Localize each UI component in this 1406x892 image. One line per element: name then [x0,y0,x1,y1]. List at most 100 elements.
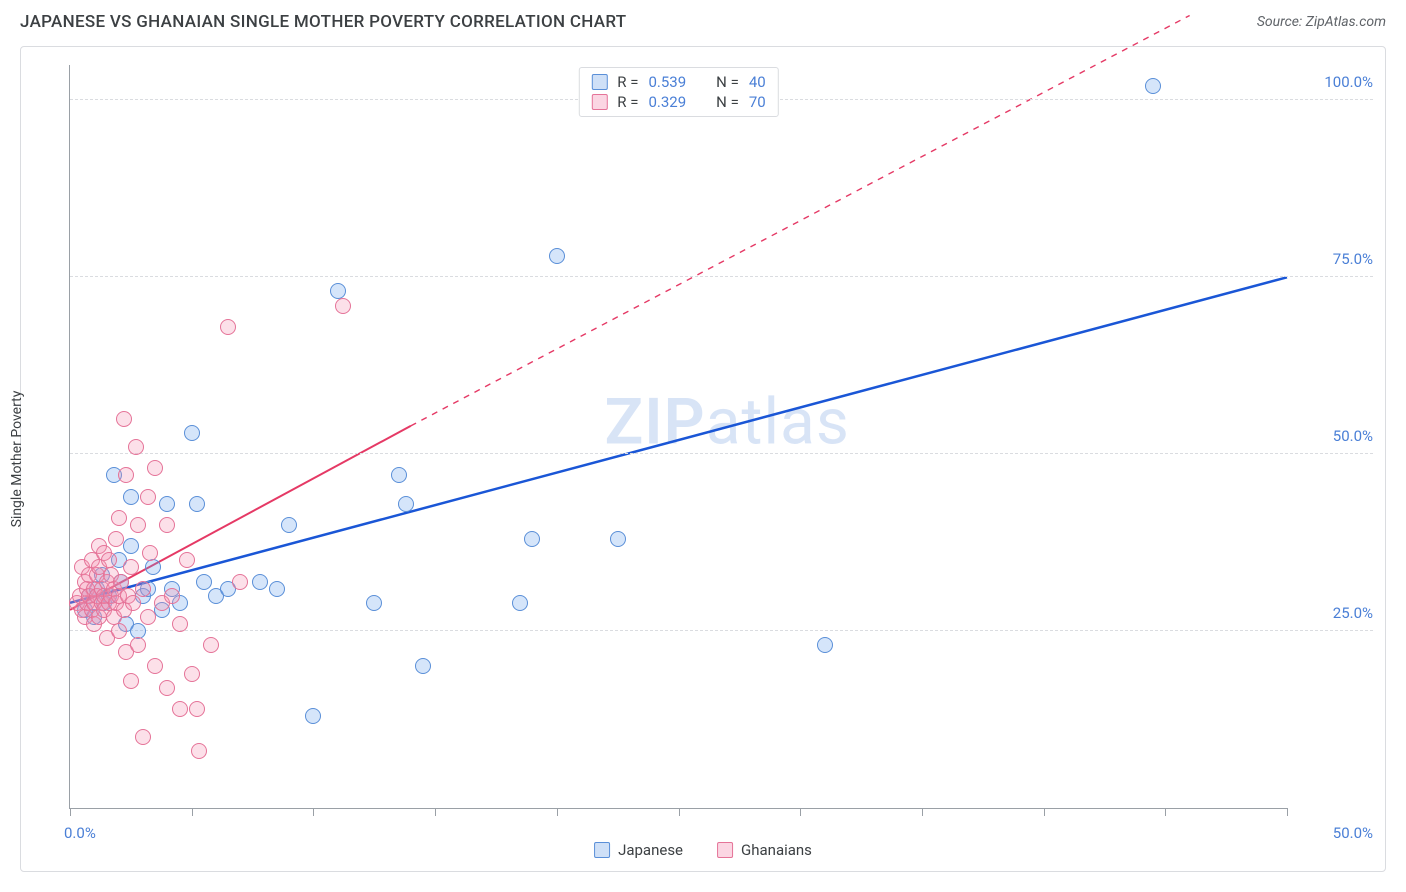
data-point [189,496,205,512]
data-point [184,425,200,441]
data-point [145,559,161,575]
legend-label: Ghanaians [741,841,812,859]
legend-n-value: 40 [749,73,766,91]
series-legend: Japanese Ghanaians [594,841,812,859]
data-point [549,248,565,264]
data-point [130,637,146,653]
data-point [415,658,431,674]
data-point [1145,78,1161,94]
data-point [116,411,132,427]
legend-swatch [591,74,607,90]
legend-swatch [717,842,733,858]
data-point [123,538,139,554]
data-point [130,517,146,533]
x-tick [922,808,923,816]
data-point [189,701,205,717]
source-credit: Source: ZipAtlas.com [1257,14,1386,30]
data-point [147,460,163,476]
data-point [817,637,833,653]
data-point [159,496,175,512]
y-tick-label: 100.0% [1293,73,1373,91]
y-axis-label: Single Mother Poverty [9,391,25,528]
data-point [281,517,297,533]
data-point [512,595,528,611]
data-point [140,609,156,625]
plot-area: ZIPatlas R =0.539N =40R =0.329N =70 25.0… [69,65,1287,809]
legend-r-value: 0.329 [648,93,686,111]
data-point [391,467,407,483]
data-point [172,616,188,632]
watermark-bold: ZIP [605,384,706,459]
data-point [128,439,144,455]
data-point [142,545,158,561]
x-tick [313,808,314,816]
data-point [305,708,321,724]
legend-n-value: 70 [749,93,766,111]
data-point [159,517,175,533]
x-tick [679,808,680,816]
legend-r-value: 0.539 [648,73,686,91]
data-point [232,574,248,590]
x-tick [1044,808,1045,816]
data-point [269,581,285,597]
data-point [524,531,540,547]
correlation-legend: R = 0.539 N = 40 R = 0.329 N = 70 [578,67,778,117]
legend-label: Japanese [618,841,683,859]
data-point [191,743,207,759]
gridline [70,630,1373,631]
trend-lines [70,65,1287,808]
data-point [164,588,180,604]
y-tick-label: 25.0% [1293,604,1373,622]
x-tick [70,808,71,816]
x-tick [557,808,558,816]
legend-correlation-row: R = 0.539 N = 40 [591,72,765,92]
x-tick [1165,808,1166,816]
data-point [111,510,127,526]
data-point [118,467,134,483]
data-point [140,489,156,505]
data-point [135,729,151,745]
legend-item: Japanese [594,841,683,859]
legend-item: Ghanaians [717,841,812,859]
data-point [366,595,382,611]
trend-line-extrapolated [411,15,1190,425]
chart-title: JAPANESE VS GHANAIAN SINGLE MOTHER POVER… [20,12,626,32]
data-point [108,531,124,547]
gridline [70,453,1373,454]
data-point [179,552,195,568]
data-point [147,658,163,674]
watermark: ZIPatlas [605,384,850,459]
data-point [398,496,414,512]
data-point [335,298,351,314]
x-tick [800,808,801,816]
data-point [111,623,127,639]
gridline [70,276,1373,277]
data-point [172,701,188,717]
trend-line [70,277,1287,603]
legend-swatch [594,842,610,858]
x-tick [1287,808,1288,816]
data-point [252,574,268,590]
legend-swatch [591,94,607,110]
legend-r-label: R = [617,93,638,111]
x-tick-label: 0.0% [64,824,96,842]
data-point [125,595,141,611]
x-tick [435,808,436,816]
data-point [123,559,139,575]
legend-n-label: N = [716,73,739,91]
data-point [196,574,212,590]
legend-r-label: R = [617,73,638,91]
data-point [123,673,139,689]
watermark-rest: atlas [706,384,850,459]
data-point [184,666,200,682]
legend-correlation-row: R = 0.329 N = 70 [591,92,765,112]
y-tick-label: 75.0% [1293,250,1373,268]
data-point [123,489,139,505]
x-tick [192,808,193,816]
data-point [135,581,151,597]
chart-frame: Single Mother Poverty ZIPatlas R =0.539N… [20,46,1386,872]
data-point [610,531,626,547]
y-tick-label: 50.0% [1293,427,1373,445]
legend-n-label: N = [716,93,739,111]
data-point [159,680,175,696]
